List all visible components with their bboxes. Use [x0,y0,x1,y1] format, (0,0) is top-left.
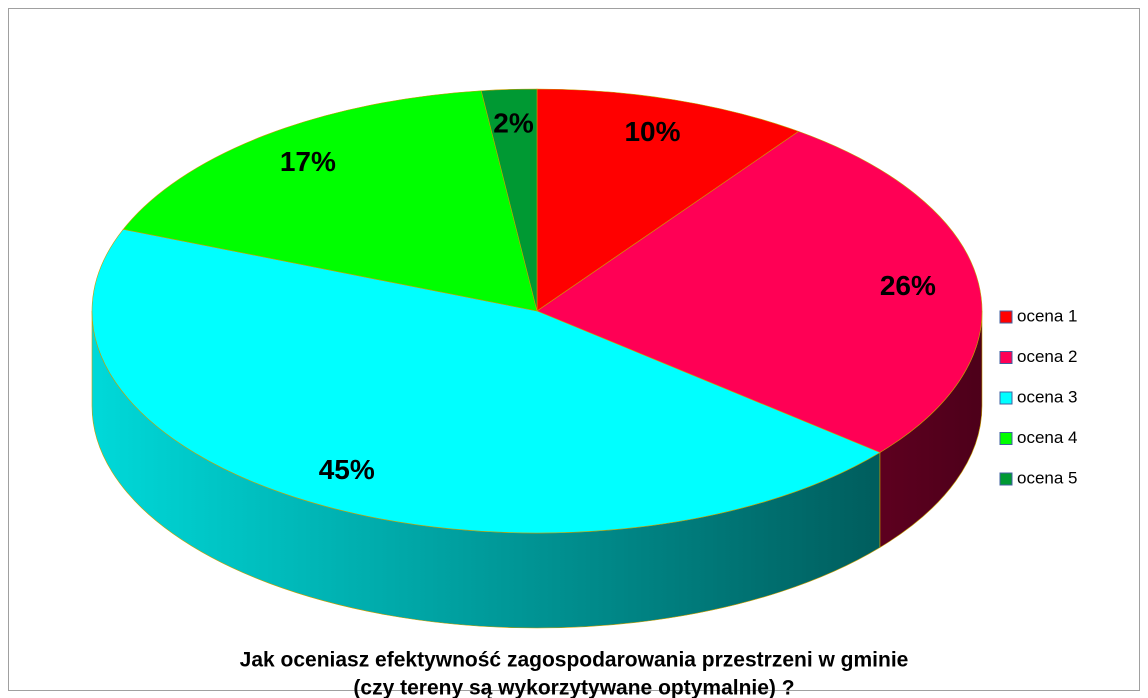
pie-slice [91,228,881,534]
legend-label: ocena 3 [1017,387,1078,406]
pie-slice [480,88,538,312]
data-label: 10% [624,116,680,147]
legend-label: ocena 5 [1017,468,1078,487]
legend-swatch [999,472,1013,486]
legend-label: ocena 4 [1017,428,1078,447]
legend-swatch [999,391,1013,405]
legend-swatch [999,310,1013,324]
data-label: 17% [280,146,336,177]
data-label: 26% [880,270,936,301]
chart-title: (czy tereny są wykorzytywane optymalnie)… [353,677,794,698]
legend-label: ocena 1 [1017,306,1078,325]
legend-swatch [999,432,1013,445]
data-label: 2% [493,107,534,138]
pie-slice [122,90,538,312]
chart-title: Jak oceniasz efektywność zagospodarowani… [240,649,909,672]
pie-slice [536,131,983,453]
legend-label: ocena 2 [1017,347,1078,366]
pie-slice [536,88,800,312]
legend-swatch [999,351,1013,364]
data-label: 45% [319,454,375,485]
